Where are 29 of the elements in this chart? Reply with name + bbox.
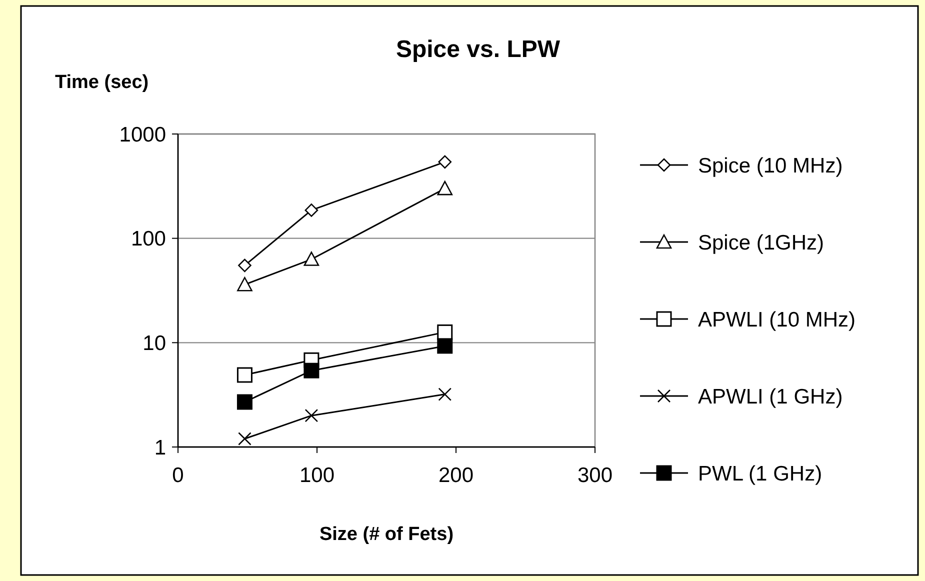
point [437, 338, 453, 354]
point [438, 388, 452, 401]
y-axis-title: Time (sec) [55, 72, 149, 93]
y-tick-label: 10 [142, 332, 166, 356]
point [304, 362, 320, 378]
x-tick-label: 100 [299, 464, 335, 487]
point [237, 276, 252, 292]
legend-label: APWLI (10 MHz) [698, 308, 856, 332]
point [438, 155, 452, 169]
point [437, 180, 453, 196]
point [238, 258, 252, 272]
chart-title: Spice vs. LPW [396, 36, 560, 63]
x-axis-title: Size (# of Fets) [319, 524, 454, 545]
y-tick-label: 1000 [119, 123, 166, 146]
legend-label: APWLI (1 GHz) [698, 385, 843, 408]
point [236, 367, 252, 383]
point [236, 394, 252, 410]
x-tick-label: 200 [438, 464, 474, 487]
point [304, 408, 318, 422]
x-tick-label: 300 [577, 464, 613, 487]
point [304, 252, 320, 266]
legend-label: Spice (1GHz) [698, 231, 824, 254]
x-tick-label: 0 [172, 464, 184, 487]
legend-label: Spice (10 MHz) [698, 154, 843, 178]
legend-label: PWL (1 GHz) [698, 462, 822, 486]
y-tick-label: 100 [130, 228, 166, 251]
point [304, 204, 318, 217]
y-tick-label: 1 [154, 436, 166, 460]
point [238, 432, 252, 446]
